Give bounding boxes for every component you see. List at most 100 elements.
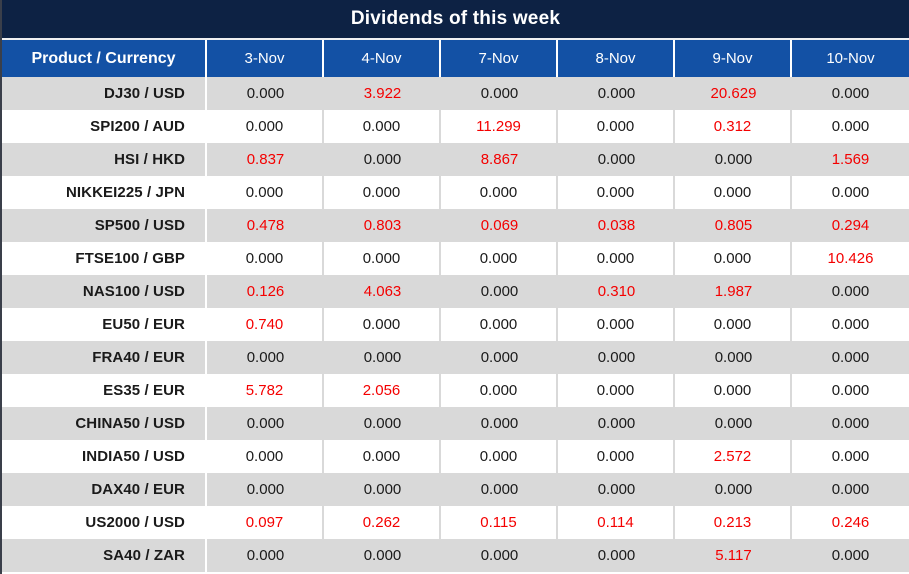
product-label: DAX40 / EUR: [2, 473, 207, 506]
table-row: NAS100 / USD 0.126 4.063 0.000 0.310 1.987 0.…: [2, 275, 909, 308]
dividend-value: 0.000: [480, 415, 519, 432]
product-label: NAS100 / USD: [2, 275, 207, 308]
product-label: SA40 / ZAR: [2, 539, 207, 572]
dividend-value: 0.000: [363, 349, 402, 366]
dividend-value: 2.572: [675, 440, 792, 473]
dividend-value: 0.000: [441, 374, 558, 407]
dividend-value: 8.867: [480, 151, 519, 168]
dividend-value: 0.000: [558, 440, 675, 473]
dividend-value: 0.294: [831, 217, 870, 234]
dividend-value: 1.987: [714, 283, 753, 300]
dividend-value: 0.000: [597, 349, 636, 366]
dividend-value: 0.000: [831, 85, 870, 102]
dividend-value: 0.310: [597, 283, 636, 300]
dividend-value: 0.126: [246, 283, 285, 300]
dividend-value: 5.782: [207, 374, 324, 407]
date-column-header: 10-Nov: [792, 40, 909, 77]
dividend-value: 5.117: [715, 547, 752, 564]
date-column-header: 8-Nov: [558, 40, 675, 77]
table-row: DAX40 / EUR 0.000 0.000 0.000 0.000 0.000 0.0…: [2, 473, 909, 506]
dividend-value: 0.000: [675, 308, 792, 341]
dividend-value: 0.115: [441, 506, 558, 539]
dividend-value: 0.000: [324, 308, 441, 341]
product-label: ES35 / EUR: [2, 374, 207, 407]
header-row: Product / Currency 3-Nov 4-Nov 7-Nov 8-Nov 9…: [2, 40, 909, 77]
dividend-value: 0.000: [324, 440, 441, 473]
dividend-value: 0.000: [441, 440, 558, 473]
dividend-value: 0.000: [441, 308, 558, 341]
dividend-value: 0.740: [207, 308, 324, 341]
product-label: DJ30 / USD: [2, 77, 207, 110]
product-label: FRA40 / EUR: [2, 341, 207, 374]
dividend-value: 0.000: [831, 448, 870, 465]
dividend-value: 0.000: [597, 481, 636, 498]
dividend-value: 0.000: [597, 151, 636, 168]
dividend-value: 0.000: [324, 110, 441, 143]
table-row: SP500 / USD 0.478 0.803 0.069 0.038 0.805 0.2…: [2, 209, 909, 242]
table-row: EU50 / EUR 0.740 0.000 0.000 0.000 0.000 0.00…: [2, 308, 909, 341]
dividend-value: 0.000: [246, 481, 285, 498]
dividend-value: 0.000: [480, 283, 519, 300]
cutoff-next-row: [2, 572, 909, 574]
dividend-value: 0.000: [558, 308, 675, 341]
table-row: HSI / HKD 0.837 0.000 8.867 0.000 0.000 1.569: [2, 143, 909, 176]
dividend-value: 0.000: [363, 481, 402, 498]
dividend-value: 11.299: [441, 110, 558, 143]
dividend-value: 0.000: [597, 415, 636, 432]
table-row: ES35 / EUR 5.782 2.056 0.000 0.000 0.000 0.00…: [2, 374, 909, 407]
table-row: NIKKEI225 / JPN 0.000 0.000 0.000 0.000 0.00…: [2, 176, 909, 209]
dividend-value: 0.000: [714, 151, 753, 168]
product-label: INDIA50 / USD: [2, 440, 207, 473]
dividend-value: 0.000: [246, 547, 285, 564]
table-row: CHINA50 / USD 0.000 0.000 0.000 0.000 0.000 0…: [2, 407, 909, 440]
dividend-value: 10.426: [827, 250, 874, 267]
table-row: US2000 / USD 0.097 0.262 0.115 0.114 0.213 0.…: [2, 506, 909, 539]
dividend-value: 0.312: [675, 110, 792, 143]
product-label: SPI200 / AUD: [2, 110, 207, 143]
dividend-value: 0.000: [246, 415, 285, 432]
dividend-value: 0.114: [558, 506, 675, 539]
dividend-value: 0.000: [441, 242, 558, 275]
dividend-value: 0.038: [597, 217, 636, 234]
dividend-value: 0.000: [363, 151, 402, 168]
dividend-value: 0.000: [675, 242, 792, 275]
dividend-value: 0.000: [831, 316, 870, 333]
dividend-value: 0.000: [597, 85, 636, 102]
date-column-header: 4-Nov: [324, 40, 441, 77]
dividend-value: 20.629: [710, 85, 757, 102]
dividend-value: 0.000: [714, 349, 753, 366]
dividend-value: 0.000: [558, 110, 675, 143]
dividend-value: 0.069: [480, 217, 519, 234]
dividend-value: 0.000: [831, 184, 870, 201]
dividend-value: 0.000: [714, 415, 753, 432]
dividend-value: 0.000: [714, 481, 753, 498]
dividend-value: 0.837: [246, 151, 285, 168]
dividend-value: 0.000: [675, 374, 792, 407]
dividend-value: 0.000: [597, 547, 636, 564]
dividend-value: 0.000: [558, 374, 675, 407]
dividend-value: 0.000: [207, 440, 324, 473]
dividend-value: 0.000: [831, 547, 870, 564]
date-column-header: 9-Nov: [675, 40, 792, 77]
product-currency-header: Product / Currency: [2, 40, 207, 77]
dividend-value: 0.262: [324, 506, 441, 539]
dividend-value: 0.000: [246, 349, 285, 366]
dividend-value: 1.569: [831, 151, 870, 168]
dividend-value: 0.000: [324, 176, 441, 209]
dividend-value: 0.000: [246, 85, 285, 102]
table-row: FTSE100 / GBP 0.000 0.000 0.000 0.000 0.000 1…: [2, 242, 909, 275]
dividends-table: Product / Currency 3-Nov 4-Nov 7-Nov 8-Nov 9…: [2, 40, 909, 572]
table-row: SPI200 / AUD 0.000 0.000 11.299 0.000 0.312 0…: [2, 110, 909, 143]
product-label: US2000 / USD: [2, 506, 207, 539]
dividend-value: 0.000: [207, 176, 324, 209]
dividend-value: 0.000: [558, 242, 675, 275]
dividend-value: 0.000: [480, 85, 519, 102]
date-column-header: 3-Nov: [207, 40, 324, 77]
dividend-value: 0.213: [675, 506, 792, 539]
product-label: NIKKEI225 / JPN: [2, 176, 207, 209]
dividend-value: 0.000: [558, 176, 675, 209]
dividend-value: 0.478: [246, 217, 285, 234]
product-label: CHINA50 / USD: [2, 407, 207, 440]
product-label: EU50 / EUR: [2, 308, 207, 341]
